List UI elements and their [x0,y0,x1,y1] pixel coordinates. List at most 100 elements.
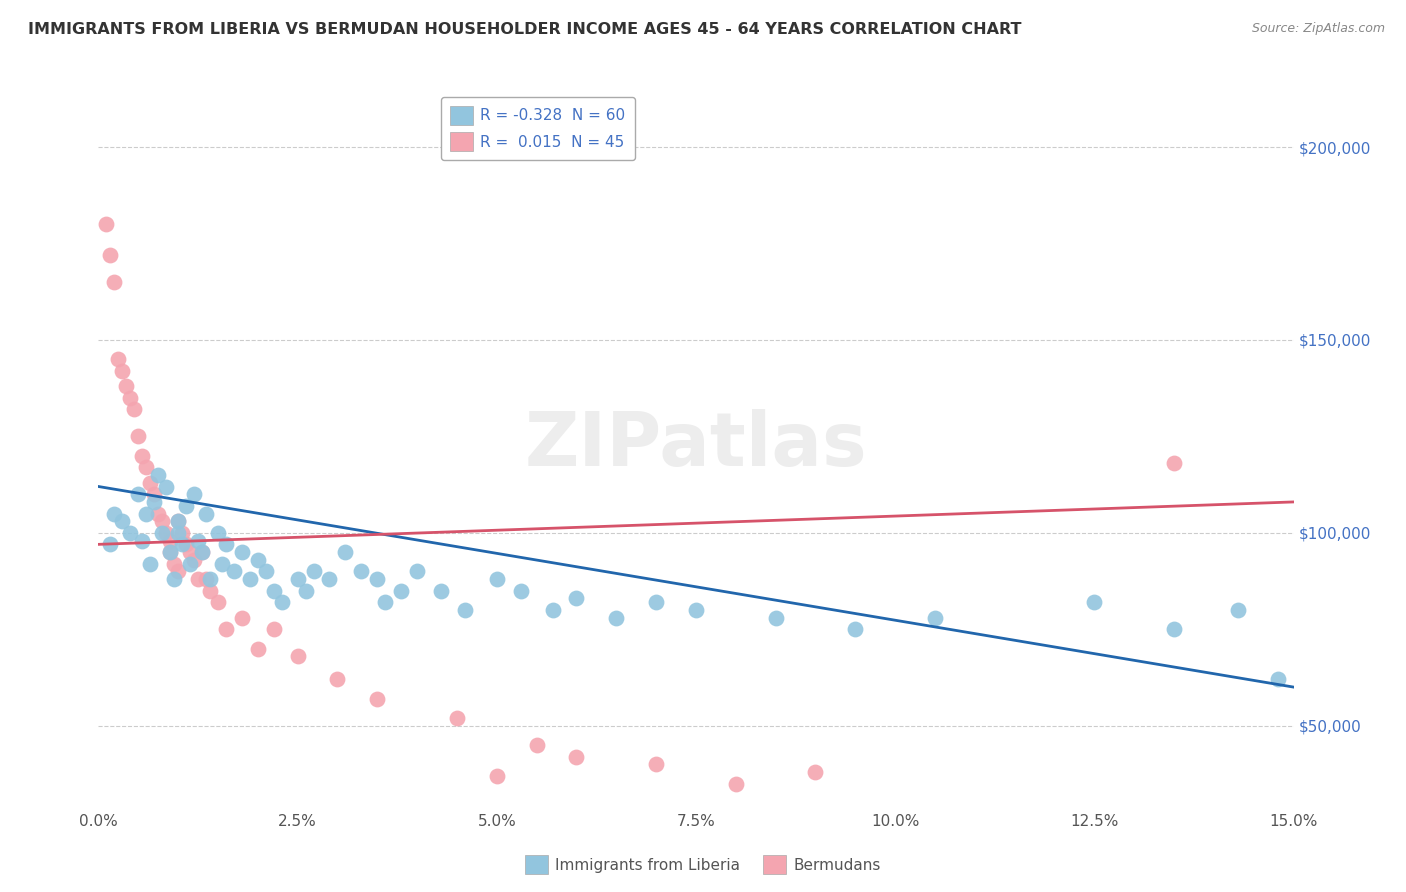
Point [485,769,508,783]
Text: Source: ZipAtlas.com: Source: ZipAtlas.com [1251,22,1385,36]
Point [485,572,508,586]
Point [685,603,707,617]
Point [143,495,166,509]
Point [1267,673,1289,687]
Point [724,776,747,790]
Point [139,475,162,490]
Point [187,572,209,586]
Point [195,572,218,586]
Point [159,545,181,559]
Point [124,402,146,417]
Point [167,514,190,528]
Point [246,553,269,567]
Point [565,591,588,606]
Point [526,738,548,752]
Point [1163,622,1185,636]
Point [645,757,668,772]
Point [131,533,153,548]
Point [366,691,388,706]
Point [120,525,142,540]
Point [254,565,277,579]
Point [318,572,340,586]
Point [159,533,181,548]
Point [645,595,668,609]
Point [174,499,197,513]
Point [163,572,186,586]
Point [844,622,866,636]
Point [183,487,205,501]
Point [195,507,218,521]
Text: ZIPatlas: ZIPatlas [524,409,868,483]
Point [111,364,134,378]
Point [150,514,173,528]
Point [96,217,118,231]
Point [207,595,229,609]
Point [131,449,153,463]
Legend: R = -0.328  N = 60, R =  0.015  N = 45: R = -0.328 N = 60, R = 0.015 N = 45 [440,97,634,160]
Point [509,583,531,598]
Point [103,275,125,289]
Point [374,595,396,609]
Point [406,565,429,579]
Point [804,764,827,779]
Point [198,572,221,586]
Point [246,641,269,656]
Point [1083,595,1105,609]
Text: IMMIGRANTS FROM LIBERIA VS BERMUDAN HOUSEHOLDER INCOME AGES 45 - 64 YEARS CORREL: IMMIGRANTS FROM LIBERIA VS BERMUDAN HOUS… [28,22,1022,37]
Point [174,537,197,551]
Point [765,610,787,624]
Point [120,391,142,405]
Point [454,603,477,617]
Point [215,622,238,636]
Point [270,595,292,609]
Point [215,537,238,551]
Point [155,479,177,493]
Point [135,507,157,521]
Point [924,610,946,624]
Point [98,248,122,262]
Point [430,583,453,598]
Legend: Immigrants from Liberia, Bermudans: Immigrants from Liberia, Bermudans [519,849,887,880]
Point [150,525,173,540]
Point [191,545,214,559]
Point [326,673,349,687]
Point [107,352,129,367]
Point [231,545,253,559]
Point [605,610,627,624]
Point [239,572,262,586]
Point [263,583,285,598]
Point [127,487,149,501]
Point [222,565,245,579]
Point [302,565,325,579]
Point [127,429,149,443]
Point [167,565,190,579]
Point [207,525,229,540]
Point [1226,603,1249,617]
Point [172,525,194,540]
Point [172,537,194,551]
Point [148,467,170,482]
Point [183,553,205,567]
Point [179,557,201,571]
Point [231,610,253,624]
Point [294,583,316,598]
Point [263,622,285,636]
Point [565,749,588,764]
Point [366,572,388,586]
Point [103,507,125,521]
Point [139,557,162,571]
Point [111,514,134,528]
Point [179,545,201,559]
Point [335,545,357,559]
Point [350,565,373,579]
Point [167,514,190,528]
Point [187,533,209,548]
Point [446,711,468,725]
Point [287,649,309,664]
Point [167,525,190,540]
Point [148,507,170,521]
Point [389,583,412,598]
Point [198,583,221,598]
Point [155,525,177,540]
Point [115,379,138,393]
